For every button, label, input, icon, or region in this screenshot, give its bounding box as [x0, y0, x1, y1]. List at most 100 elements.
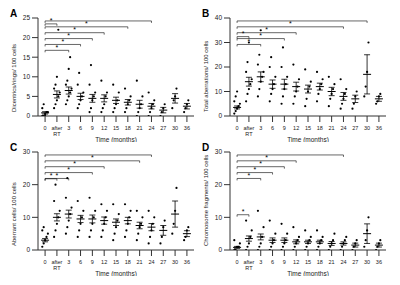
svg-text:10: 10	[23, 73, 31, 80]
svg-text:Time (months): Time (months)	[95, 136, 137, 142]
svg-text:12: 12	[293, 125, 299, 131]
svg-text:27: 27	[160, 125, 166, 131]
svg-text:21: 21	[329, 125, 335, 131]
svg-text:*: *	[301, 18, 304, 21]
svg-text:9: 9	[91, 259, 94, 265]
svg-text:*: *	[259, 160, 262, 167]
svg-text:6: 6	[271, 259, 274, 265]
svg-text:*: *	[73, 26, 76, 33]
svg-text:30: 30	[172, 125, 178, 131]
svg-text:21: 21	[137, 125, 143, 131]
svg-text:*: *	[242, 30, 245, 37]
svg-text:*: *	[67, 32, 70, 39]
svg-text:*: *	[248, 38, 251, 45]
svg-text:*: *	[56, 172, 59, 179]
svg-text:21: 21	[137, 259, 143, 265]
svg-text:12: 12	[293, 259, 299, 265]
svg-text:24: 24	[340, 125, 346, 131]
svg-text:24: 24	[148, 259, 154, 265]
svg-text:*: *	[253, 166, 256, 173]
svg-text:afterRT: afterRT	[51, 125, 62, 137]
svg-text:0: 0	[26, 246, 30, 253]
svg-text:*: *	[289, 20, 292, 27]
svg-text:0: 0	[44, 259, 47, 265]
svg-text:15: 15	[113, 259, 119, 265]
svg-text:*: *	[248, 172, 251, 179]
svg-text:20: 20	[215, 181, 223, 188]
svg-text:*: *	[265, 154, 268, 161]
svg-text:*: *	[50, 172, 53, 179]
svg-text:0: 0	[44, 125, 47, 131]
svg-text:24: 24	[340, 259, 346, 265]
svg-text:*: *	[50, 18, 53, 24]
svg-text:24: 24	[148, 125, 154, 131]
svg-text:0: 0	[26, 112, 30, 119]
svg-text:Time (months): Time (months)	[287, 136, 329, 142]
svg-text:0: 0	[218, 246, 222, 253]
svg-text:10: 10	[215, 214, 223, 221]
svg-text:3: 3	[259, 125, 262, 131]
svg-text:40: 40	[215, 14, 223, 21]
svg-text:*: *	[242, 208, 245, 215]
svg-text:Total aberrations/ 100 cells: Total aberrations/ 100 cells	[203, 41, 209, 112]
svg-text:10: 10	[215, 88, 223, 95]
svg-text:12: 12	[101, 125, 107, 131]
svg-text:36: 36	[376, 259, 382, 265]
svg-text:Dicentrics/rings/ 100 cells: Dicentrics/rings/ 100 cells	[11, 44, 17, 112]
svg-text:9: 9	[91, 125, 94, 131]
svg-text:*: *	[289, 152, 292, 155]
svg-text:27: 27	[352, 125, 358, 131]
svg-text:Time (months): Time (months)	[95, 270, 137, 276]
svg-text:Aberrant cells/ 100 cells: Aberrant cells/ 100 cells	[11, 182, 17, 246]
svg-text:20: 20	[23, 34, 31, 41]
svg-text:*: *	[265, 26, 268, 33]
svg-text:30: 30	[23, 148, 31, 155]
svg-text:30: 30	[364, 125, 370, 131]
svg-text:15: 15	[305, 125, 311, 131]
svg-text:3: 3	[67, 125, 70, 131]
svg-text:Chromosome fragments/ 100 cell: Chromosome fragments/ 100 cells	[203, 155, 209, 246]
svg-text:18: 18	[317, 259, 323, 265]
svg-text:12: 12	[101, 259, 107, 265]
svg-text:15: 15	[113, 125, 119, 131]
svg-text:afterRT: afterRT	[243, 125, 254, 137]
svg-text:9: 9	[283, 259, 286, 265]
svg-text:*: *	[56, 44, 59, 51]
svg-text:Time (months): Time (months)	[287, 270, 329, 276]
svg-text:18: 18	[125, 259, 131, 265]
svg-text:afterRT: afterRT	[243, 259, 254, 271]
svg-text:*: *	[85, 20, 88, 27]
svg-text:18: 18	[125, 125, 131, 131]
svg-text:30: 30	[364, 259, 370, 265]
svg-text:30: 30	[215, 39, 223, 46]
svg-text:15: 15	[23, 54, 31, 61]
svg-text:27: 27	[160, 259, 166, 265]
svg-text:10: 10	[23, 214, 31, 221]
svg-text:30: 30	[172, 259, 178, 265]
svg-text:36: 36	[184, 125, 190, 131]
svg-text:27: 27	[352, 259, 358, 265]
svg-text:*: *	[259, 32, 262, 39]
svg-text:*: *	[91, 154, 94, 161]
svg-text:*: *	[67, 166, 70, 173]
svg-text:0: 0	[236, 259, 239, 265]
svg-text:3: 3	[259, 259, 262, 265]
svg-text:20: 20	[215, 63, 223, 70]
svg-text:21: 21	[329, 259, 335, 265]
svg-text:30: 30	[215, 148, 223, 155]
svg-text:6: 6	[79, 259, 82, 265]
svg-text:18: 18	[317, 125, 323, 131]
svg-text:20: 20	[23, 181, 31, 188]
svg-text:*: *	[61, 38, 64, 45]
svg-text:*: *	[97, 18, 100, 21]
svg-text:25: 25	[23, 14, 31, 21]
svg-text:afterRT: afterRT	[51, 259, 62, 271]
svg-text:3: 3	[67, 259, 70, 265]
svg-text:*: *	[73, 160, 76, 167]
svg-text:*: *	[97, 152, 100, 155]
svg-text:36: 36	[184, 259, 190, 265]
svg-text:0: 0	[236, 125, 239, 131]
svg-text:15: 15	[305, 259, 311, 265]
svg-text:9: 9	[283, 125, 286, 131]
svg-text:0: 0	[218, 112, 222, 119]
